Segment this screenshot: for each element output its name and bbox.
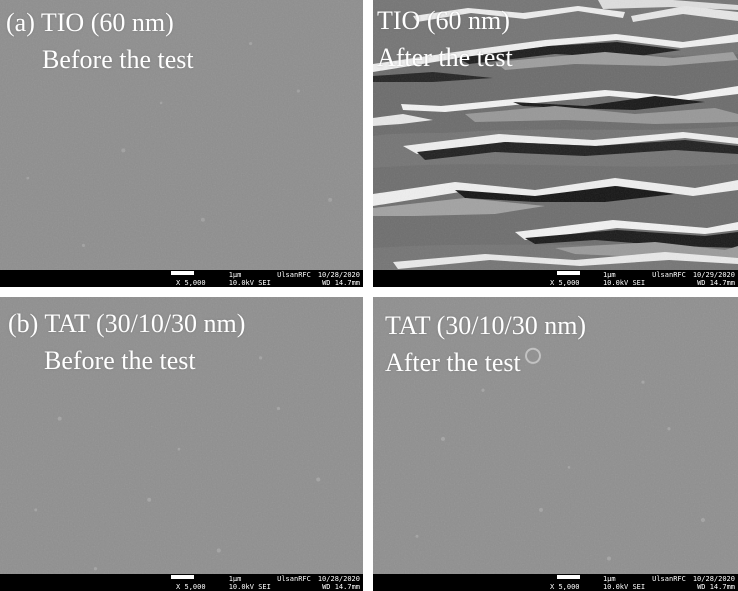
panel-label: (b) TAT (30/10/30 nm) Before the test [8,305,245,379]
station-date: UlsanRFC 10/28/2020 [652,575,735,583]
panel-label-line1: (a) TIO (60 nm) [6,8,174,37]
sem-panel-tat-after: TAT (30/10/30 nm) After the test 1μm Uls… [373,297,738,591]
sem-infobar: 1μm UlsanRFC 10/28/2020 X 5,000 10.0kV SE… [0,574,363,591]
panel-label-line2: After the test [377,43,513,72]
panel-label-line1: TIO (60 nm) [377,6,510,35]
sem-micrograph-cracked [373,0,738,287]
station-label: UlsanRFC [652,271,686,279]
surface-specks [34,356,321,571]
surface-specks [415,380,705,561]
sem-infobar: 1μm UlsanRFC 10/28/2020 X 5,000 10.0kV SE… [373,574,738,591]
panel-label-line2: After the test [385,348,521,377]
sem-micrograph-smooth [0,297,363,591]
panel-label: (a) TIO (60 nm) Before the test [6,4,194,78]
surface-specks [26,41,333,248]
beam-label: 10.0kV SEI [602,279,646,287]
sem-micrograph-smooth [373,297,738,591]
magnification-label: X 5,000 [176,583,206,591]
panel-label: TIO (60 nm) After the test [377,2,513,76]
magnification-label: X 5,000 [176,279,206,287]
scale-label: 1μm [602,271,616,279]
scale-bar [170,271,194,275]
sem-panel-tat-before: (b) TAT (30/10/30 nm) Before the test 1μ… [0,297,363,591]
station-date: UlsanRFC 10/29/2020 [652,271,735,279]
beam-label: 10.0kV SEI [228,583,271,591]
station-label: UlsanRFC [277,575,311,583]
station-label: UlsanRFC [652,575,686,583]
panel-label-line2: Before the test [42,45,194,74]
scale-label: 1μm [228,575,242,583]
panel-label-line2: Before the test [44,346,196,375]
station-label: UlsanRFC [277,271,311,279]
magnification-label: X 5,000 [550,279,580,287]
beam-label: 10.0kV SEI [228,279,271,287]
panel-label-line1: TAT (30/10/30 nm) [385,311,587,340]
surface-ring-defect [525,347,541,364]
panel-label: TAT (30/10/30 nm) After the test [385,307,586,381]
station-date: UlsanRFC 10/28/2020 [277,271,360,279]
scale-label: 1μm [602,575,616,583]
date-label: 10/28/2020 [317,575,360,583]
sem-infobar: 1μm UlsanRFC 10/29/2020 X 5,000 10.0kV SE… [373,270,738,287]
sem-micrograph-smooth [0,0,363,287]
station-date: UlsanRFC 10/28/2020 [277,575,360,583]
panel-label-line1: (b) TAT (30/10/30 nm) [8,309,246,338]
scale-bar [557,575,581,579]
working-distance-label: WD 14.7mm [697,583,735,591]
working-distance-label: WD 14.7mm [697,279,735,287]
date-label: 10/28/2020 [692,575,735,583]
date-label: 10/29/2020 [692,271,735,279]
scale-label: 1μm [228,271,242,279]
sem-infobar: 1μm UlsanRFC 10/28/2020 X 5,000 10.0kV SE… [0,270,363,287]
date-label: 10/28/2020 [317,271,360,279]
working-distance-label: WD 14.7mm [322,583,360,591]
beam-label: 10.0kV SEI [602,583,646,591]
scale-bar [170,575,194,579]
sem-panel-tio-before: (a) TIO (60 nm) Before the test 1μm Ulsa… [0,0,363,287]
magnification-label: X 5,000 [550,583,580,591]
working-distance-label: WD 14.7mm [322,279,360,287]
sem-panel-tio-after: TIO (60 nm) After the test 1μm UlsanRFC 1… [373,0,738,287]
scale-bar [557,271,581,275]
